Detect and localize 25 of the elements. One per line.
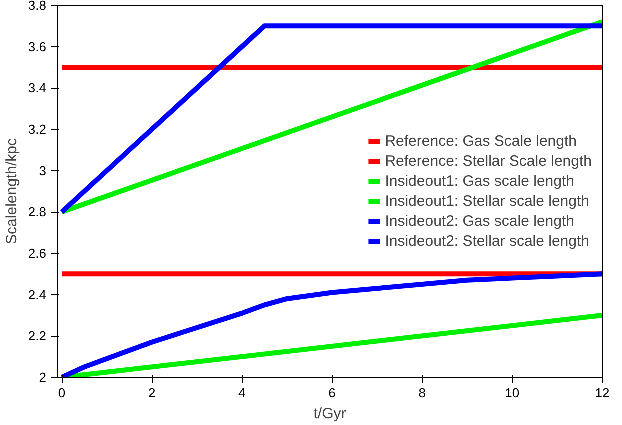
x-tick-label: 4 <box>238 386 246 400</box>
y-tick-label: 2 <box>39 370 47 385</box>
y-tick-label: 3.8 <box>28 0 47 13</box>
legend-label: Reference: Stellar Scale length <box>385 152 592 170</box>
x-tick-label: 2 <box>148 386 156 400</box>
y-axis-title: Scalelength/kpc <box>3 138 20 244</box>
legend-label: Insideout1: Stellar scale length <box>385 192 590 210</box>
x-tick-label: 12 <box>595 386 610 400</box>
y-tick-label: 3 <box>39 163 47 178</box>
y-tick-label: 3.2 <box>28 122 47 137</box>
y-tick-label: 2.6 <box>28 246 47 261</box>
y-tick-label: 3.6 <box>28 39 47 54</box>
legend-label: Insideout1: Gas scale length <box>385 172 574 190</box>
x-axis-title: t/Gyr <box>314 406 346 422</box>
legend-label: Reference: Gas Scale length <box>385 132 577 150</box>
y-tick-label: 2.2 <box>28 328 47 344</box>
y-tick-label: 2.8 <box>28 204 47 220</box>
y-tick-label: 3.4 <box>28 80 47 96</box>
legend-label: Insideout2: Gas scale length <box>385 212 574 230</box>
x-tick-label: 0 <box>58 386 66 400</box>
x-tick-label: 10 <box>505 386 520 400</box>
y-tick-label: 2.4 <box>28 287 47 302</box>
legend-label: Insideout2: Stellar scale length <box>385 232 590 250</box>
x-tick-label: 8 <box>418 386 426 400</box>
x-tick-label: 6 <box>328 386 336 400</box>
